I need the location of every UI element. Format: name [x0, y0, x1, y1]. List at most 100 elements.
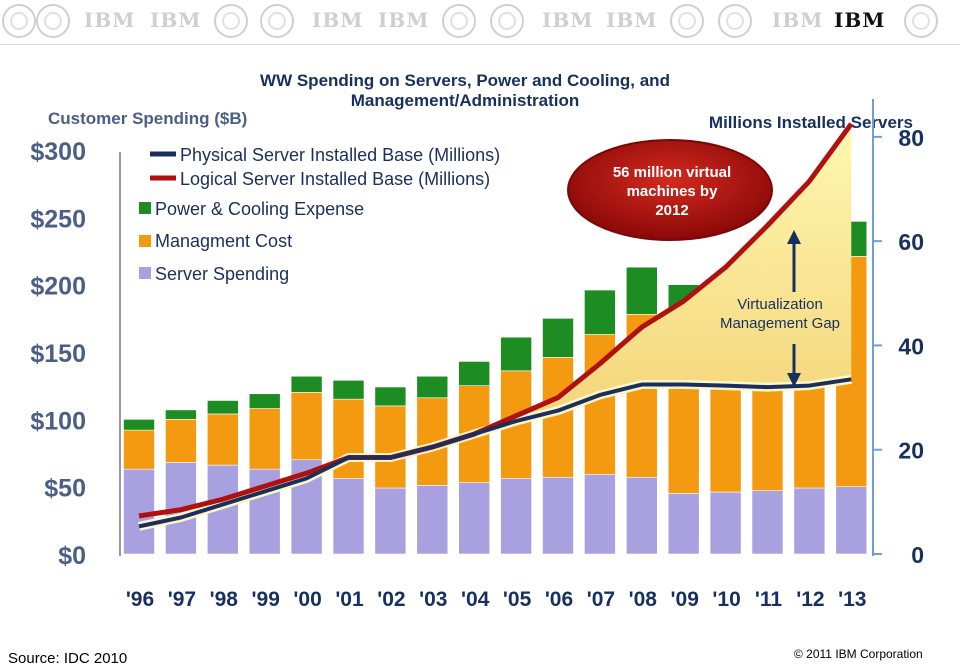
management-cost-bar	[207, 413, 239, 466]
x-tick-label: '06	[545, 588, 573, 611]
management-cost-bar	[123, 429, 155, 470]
power-cooling-bar	[542, 318, 574, 358]
server-spending-bar	[332, 478, 365, 555]
y-tick-label: $0	[58, 542, 86, 570]
server-spending-bar	[374, 487, 407, 555]
bar-series-group	[123, 221, 868, 555]
y-tick-label: $200	[30, 273, 86, 301]
ibm-logo: IBM	[542, 8, 594, 32]
power-cooling-bar	[500, 336, 532, 372]
ibm-main-logo: IBM	[834, 8, 886, 32]
management-cost-bar	[165, 419, 197, 463]
y2-axis-ticks: 0 20 40 60 80	[873, 125, 924, 568]
business-machines-seal-icon	[490, 4, 524, 38]
power-cooling-bar	[248, 393, 281, 409]
ibm-seal-icon	[2, 4, 36, 38]
logical-server-line	[138, 122, 854, 519]
power-cooling-bar	[416, 375, 449, 399]
y2-tick-label: 20	[898, 438, 924, 464]
gap-label-line-2: Management Gap	[720, 315, 840, 332]
server-spending-bar	[416, 485, 449, 555]
server-spending-bar	[709, 491, 742, 555]
x-tick-label: '01	[335, 588, 364, 611]
x-tick-label: '09	[671, 588, 699, 611]
x-tick-label: '10	[712, 588, 740, 611]
x-tick-label: '07	[587, 588, 615, 611]
legend-swatch-power	[139, 202, 151, 214]
x-tick-label: '99	[252, 588, 280, 611]
x-tick-label: '00	[293, 588, 321, 611]
server-spending-bar	[123, 468, 155, 555]
callout-line-2: machines by	[627, 183, 719, 200]
server-spending-bar	[751, 490, 784, 555]
y-axis-ticks: $0 $50 $100 $150 $200 $250 $300	[30, 138, 86, 570]
callout-line-3: 2012	[655, 202, 688, 219]
line-series-group	[138, 122, 854, 531]
ibm-logo: IBM	[312, 8, 364, 32]
business-machines-seal-icon	[260, 4, 294, 38]
ibm-logo: IBM	[606, 8, 658, 32]
legend-label-server: Server Spending	[155, 264, 289, 284]
y-axis-title: Customer Spending ($B)	[48, 109, 247, 128]
y2-axis-title: Millions Installed Servers	[709, 113, 913, 132]
callout-ellipse	[567, 139, 773, 241]
y-tick-label: $100	[30, 407, 86, 435]
ctr-seal-icon	[904, 4, 938, 38]
x-tick-label: '98	[210, 588, 239, 611]
ibm-logo: IBM	[378, 8, 430, 32]
ctr-seal-icon	[442, 4, 476, 38]
x-tick-label: '02	[377, 588, 405, 611]
chart-title-line-1: WW Spending on Servers, Power and Coolin…	[260, 71, 670, 90]
ibm-logo: IBM	[84, 8, 136, 32]
gap-arrow-down-head-icon	[787, 373, 801, 387]
management-cost-bar	[290, 392, 323, 461]
y-tick-label: $50	[44, 475, 86, 503]
spending-chart: WW Spending on Servers, Power and Coolin…	[30, 71, 924, 611]
power-cooling-bar	[374, 386, 407, 407]
virtual-machines-callout: 56 million virtual machines by 2012	[567, 139, 773, 241]
copyright-note: © 2011 IBM Corporation	[794, 647, 923, 661]
physical-line-halo	[138, 374, 852, 531]
x-tick-label: '03	[419, 588, 447, 611]
source-note: Source: IDC 2010	[8, 650, 128, 667]
y2-tick-label: 60	[898, 229, 924, 255]
management-gap-area	[516, 123, 852, 422]
y-tick-label: $250	[30, 205, 86, 233]
x-tick-label: '04	[461, 588, 490, 611]
callout-line-1: 56 million virtual	[613, 164, 731, 181]
y2-tick-label: 80	[898, 125, 924, 151]
power-cooling-bar	[123, 419, 155, 431]
x-tick-label: '05	[503, 588, 532, 611]
ibm-logo: IBM	[150, 8, 202, 32]
legend-label-physical: Physical Server Installed Base (Millions…	[180, 145, 500, 165]
legend-swatch-management	[139, 235, 151, 247]
server-spending-bar	[793, 487, 826, 555]
server-spending-bar	[667, 493, 700, 555]
y-tick-label: $300	[30, 138, 86, 166]
legend: Physical Server Installed Base (Millions…	[139, 145, 500, 284]
x-tick-label: '96	[126, 588, 154, 611]
gap-annotation: Virtualization Management Gap	[720, 230, 840, 387]
power-cooling-bar	[584, 289, 616, 335]
legend-label-logical: Logical Server Installed Base (Millions)	[180, 169, 490, 189]
power-cooling-bar	[625, 266, 658, 315]
server-spending-bar	[835, 486, 868, 555]
power-cooling-bar	[332, 379, 365, 400]
x-tick-label: '12	[796, 588, 824, 611]
management-cost-bar	[374, 405, 407, 489]
server-spending-bar	[458, 482, 491, 555]
y2-tick-label: 0	[911, 542, 924, 568]
chart-title-line-2: Management/Administration	[351, 91, 580, 110]
x-tick-label: '13	[838, 588, 866, 611]
power-cooling-bar	[165, 409, 197, 420]
x-tick-label: '11	[755, 588, 783, 611]
y2-tick-label: 40	[898, 333, 924, 359]
business-machines-seal-icon	[718, 4, 752, 38]
power-cooling-bar	[207, 400, 239, 415]
ibm-logo: IBM	[772, 8, 824, 32]
gap-arrow-up-head-icon	[787, 230, 801, 244]
legend-swatch-server	[139, 267, 151, 279]
x-axis-labels: '96 '97 '98 '99 '00 '01 '02 '03 '04 '05 '06 '07 '08 '…	[126, 588, 867, 611]
x-tick-label: '97	[168, 588, 196, 611]
server-spending-bar	[584, 474, 616, 555]
